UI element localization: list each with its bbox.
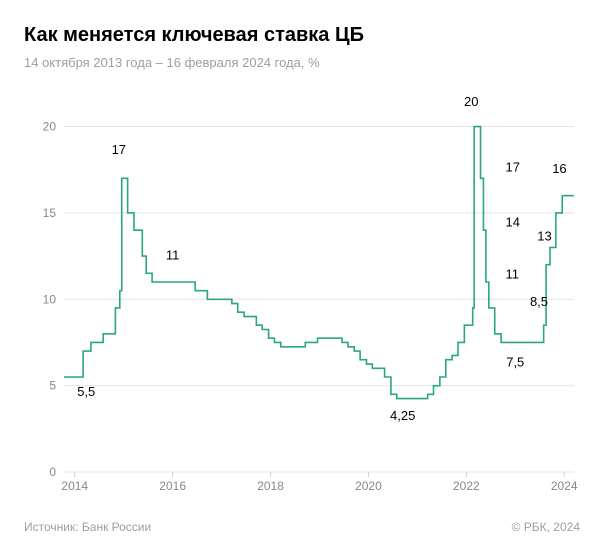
chart-subtitle: 14 октября 2013 года – 16 февраля 2024 г… [24,55,580,70]
chart-plot-area: 051015202014201620182020202220245,517114… [24,86,580,506]
data-callout: 13 [537,229,551,244]
y-tick-label: 5 [49,379,56,393]
source-label: Источник: Банк России [24,520,151,534]
x-tick-label: 2014 [61,479,88,493]
chart-title: Как меняется ключевая ставка ЦБ [24,24,580,47]
data-callout: 17 [505,159,519,174]
y-tick-label: 10 [43,292,57,306]
rate-step-line [64,127,574,399]
x-tick-label: 2022 [453,479,480,493]
data-callout: 5,5 [77,384,95,399]
chart-svg: 051015202014201620182020202220245,517114… [24,86,580,506]
data-callout: 11 [505,267,518,282]
chart-footer: Источник: Банк России © РБК, 2024 [24,520,580,534]
x-tick-label: 2016 [159,479,186,493]
y-tick-label: 15 [43,206,57,220]
publisher-label: © РБК, 2024 [512,520,580,534]
data-callout: 7,5 [506,355,524,370]
x-tick-label: 2018 [257,479,284,493]
y-tick-label: 20 [43,120,57,134]
data-callout: 4,25 [390,408,415,423]
x-tick-label: 2024 [551,479,578,493]
data-callout: 17 [112,142,126,157]
x-tick-label: 2020 [355,479,382,493]
y-tick-label: 0 [49,465,56,479]
data-callout: 11 [166,248,180,263]
chart-container: Как меняется ключевая ставка ЦБ 14 октяб… [0,0,600,555]
data-callout: 16 [552,161,566,176]
data-callout: 14 [505,215,519,230]
data-callout: 20 [464,94,478,109]
data-callout: 8,5 [530,294,548,309]
